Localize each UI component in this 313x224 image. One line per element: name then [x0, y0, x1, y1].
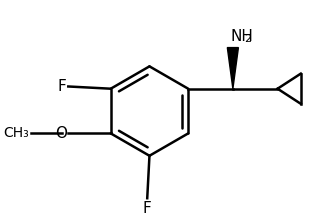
Polygon shape [227, 47, 239, 89]
Text: CH₃: CH₃ [3, 126, 29, 140]
Text: 2: 2 [244, 34, 251, 44]
Text: F: F [143, 201, 151, 216]
Text: NH: NH [231, 29, 254, 44]
Text: F: F [57, 79, 66, 94]
Text: O: O [55, 126, 67, 141]
